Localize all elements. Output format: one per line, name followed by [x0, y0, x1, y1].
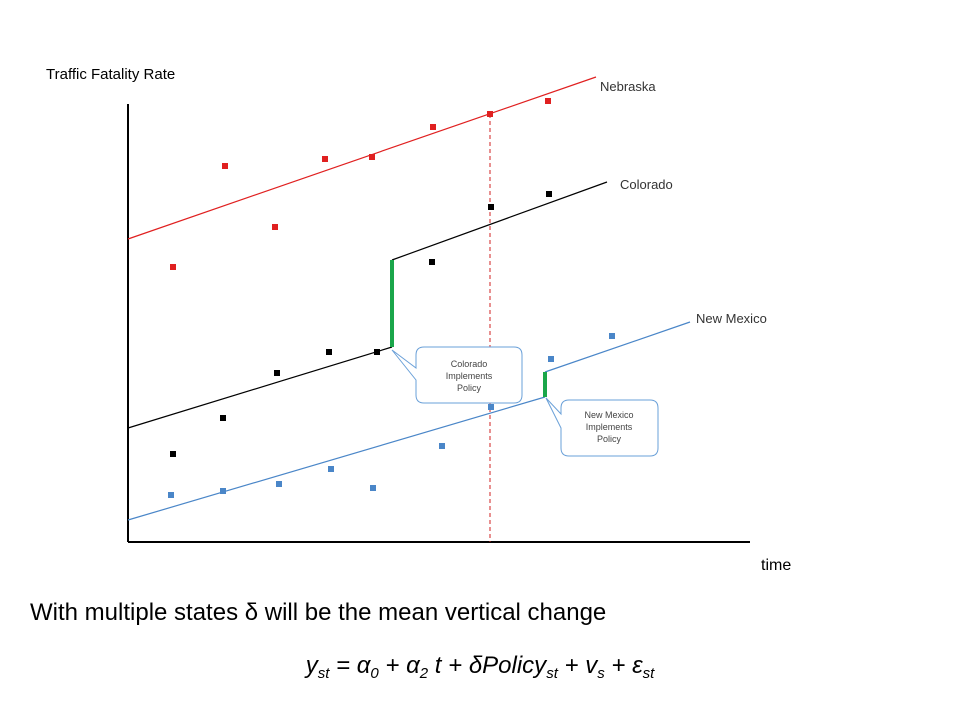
data-points	[168, 98, 615, 498]
x-axis-label: time	[761, 557, 791, 574]
callout-line: Implements	[586, 422, 633, 432]
callout-line: Policy	[457, 383, 482, 393]
formula-subscript: 0	[370, 665, 379, 682]
nebraska-data-point	[222, 163, 228, 169]
new-mexico-data-point	[609, 333, 615, 339]
nebraska-data-point	[487, 111, 493, 117]
new-mexico-pre-trend-line	[127, 396, 546, 521]
colorado-data-point	[374, 349, 380, 355]
colorado-data-point	[429, 259, 435, 265]
formula-part: + α	[378, 652, 420, 679]
nebraska-data-point	[545, 98, 551, 104]
callout-line: Colorado	[451, 359, 488, 369]
formula-subscript: s	[597, 665, 605, 682]
formula-subscript: st	[546, 665, 558, 682]
new-mexico-data-point	[276, 481, 282, 487]
regression-formula: yst = α0 + α2 t + δPolicyst + vs + εst	[0, 652, 960, 682]
nebraska-data-point	[272, 224, 278, 230]
callout-line: Policy	[597, 434, 622, 444]
formula-part: t + δPolicy	[428, 652, 547, 679]
formula-part: = α	[329, 652, 371, 679]
nebraska-label: Nebraska	[600, 79, 656, 94]
new-mexico-data-point	[548, 356, 554, 362]
nebraska-data-point	[170, 264, 176, 270]
y-axis-label: Traffic Fatality Rate	[46, 66, 175, 83]
colorado-data-point	[326, 349, 332, 355]
new-mexico-data-point	[370, 485, 376, 491]
colorado-pre-trend-line	[127, 346, 393, 429]
new-mexico-data-point	[328, 466, 334, 472]
colorado-data-point	[546, 191, 552, 197]
formula-part: y	[305, 652, 318, 679]
formula-part: + ε	[604, 652, 643, 679]
callout-line: Implements	[446, 371, 493, 381]
nebraska-data-point	[430, 124, 436, 130]
colorado-data-point	[220, 415, 226, 421]
new-mexico-callout: New Mexico Implements Policy	[545, 397, 659, 457]
colorado-data-point	[170, 451, 176, 457]
colorado-callout: Colorado Implements Policy	[391, 346, 523, 404]
new-mexico-data-point	[439, 443, 445, 449]
colorado-data-point	[488, 204, 494, 210]
new-mexico-label: New Mexico	[696, 311, 767, 326]
formula-subscript: 2	[419, 665, 429, 682]
new-mexico-data-point	[168, 492, 174, 498]
callout-line: New Mexico	[584, 410, 633, 420]
colorado-post-trend-line	[391, 181, 608, 261]
nebraska-trend-line	[127, 76, 597, 240]
caption-text: With multiple states δ will be the mean …	[30, 599, 607, 626]
colorado-data-point	[274, 370, 280, 376]
new-mexico-data-point	[220, 488, 226, 494]
nebraska-data-point	[322, 156, 328, 162]
colorado-label: Colorado	[620, 177, 673, 192]
new-mexico-data-point	[488, 404, 494, 410]
new-mexico-post-trend-line	[544, 321, 691, 373]
formula-subscript: st	[642, 665, 655, 682]
nebraska-data-point	[369, 154, 375, 160]
formula-part: + v	[557, 652, 598, 679]
formula-subscript: st	[317, 665, 330, 682]
